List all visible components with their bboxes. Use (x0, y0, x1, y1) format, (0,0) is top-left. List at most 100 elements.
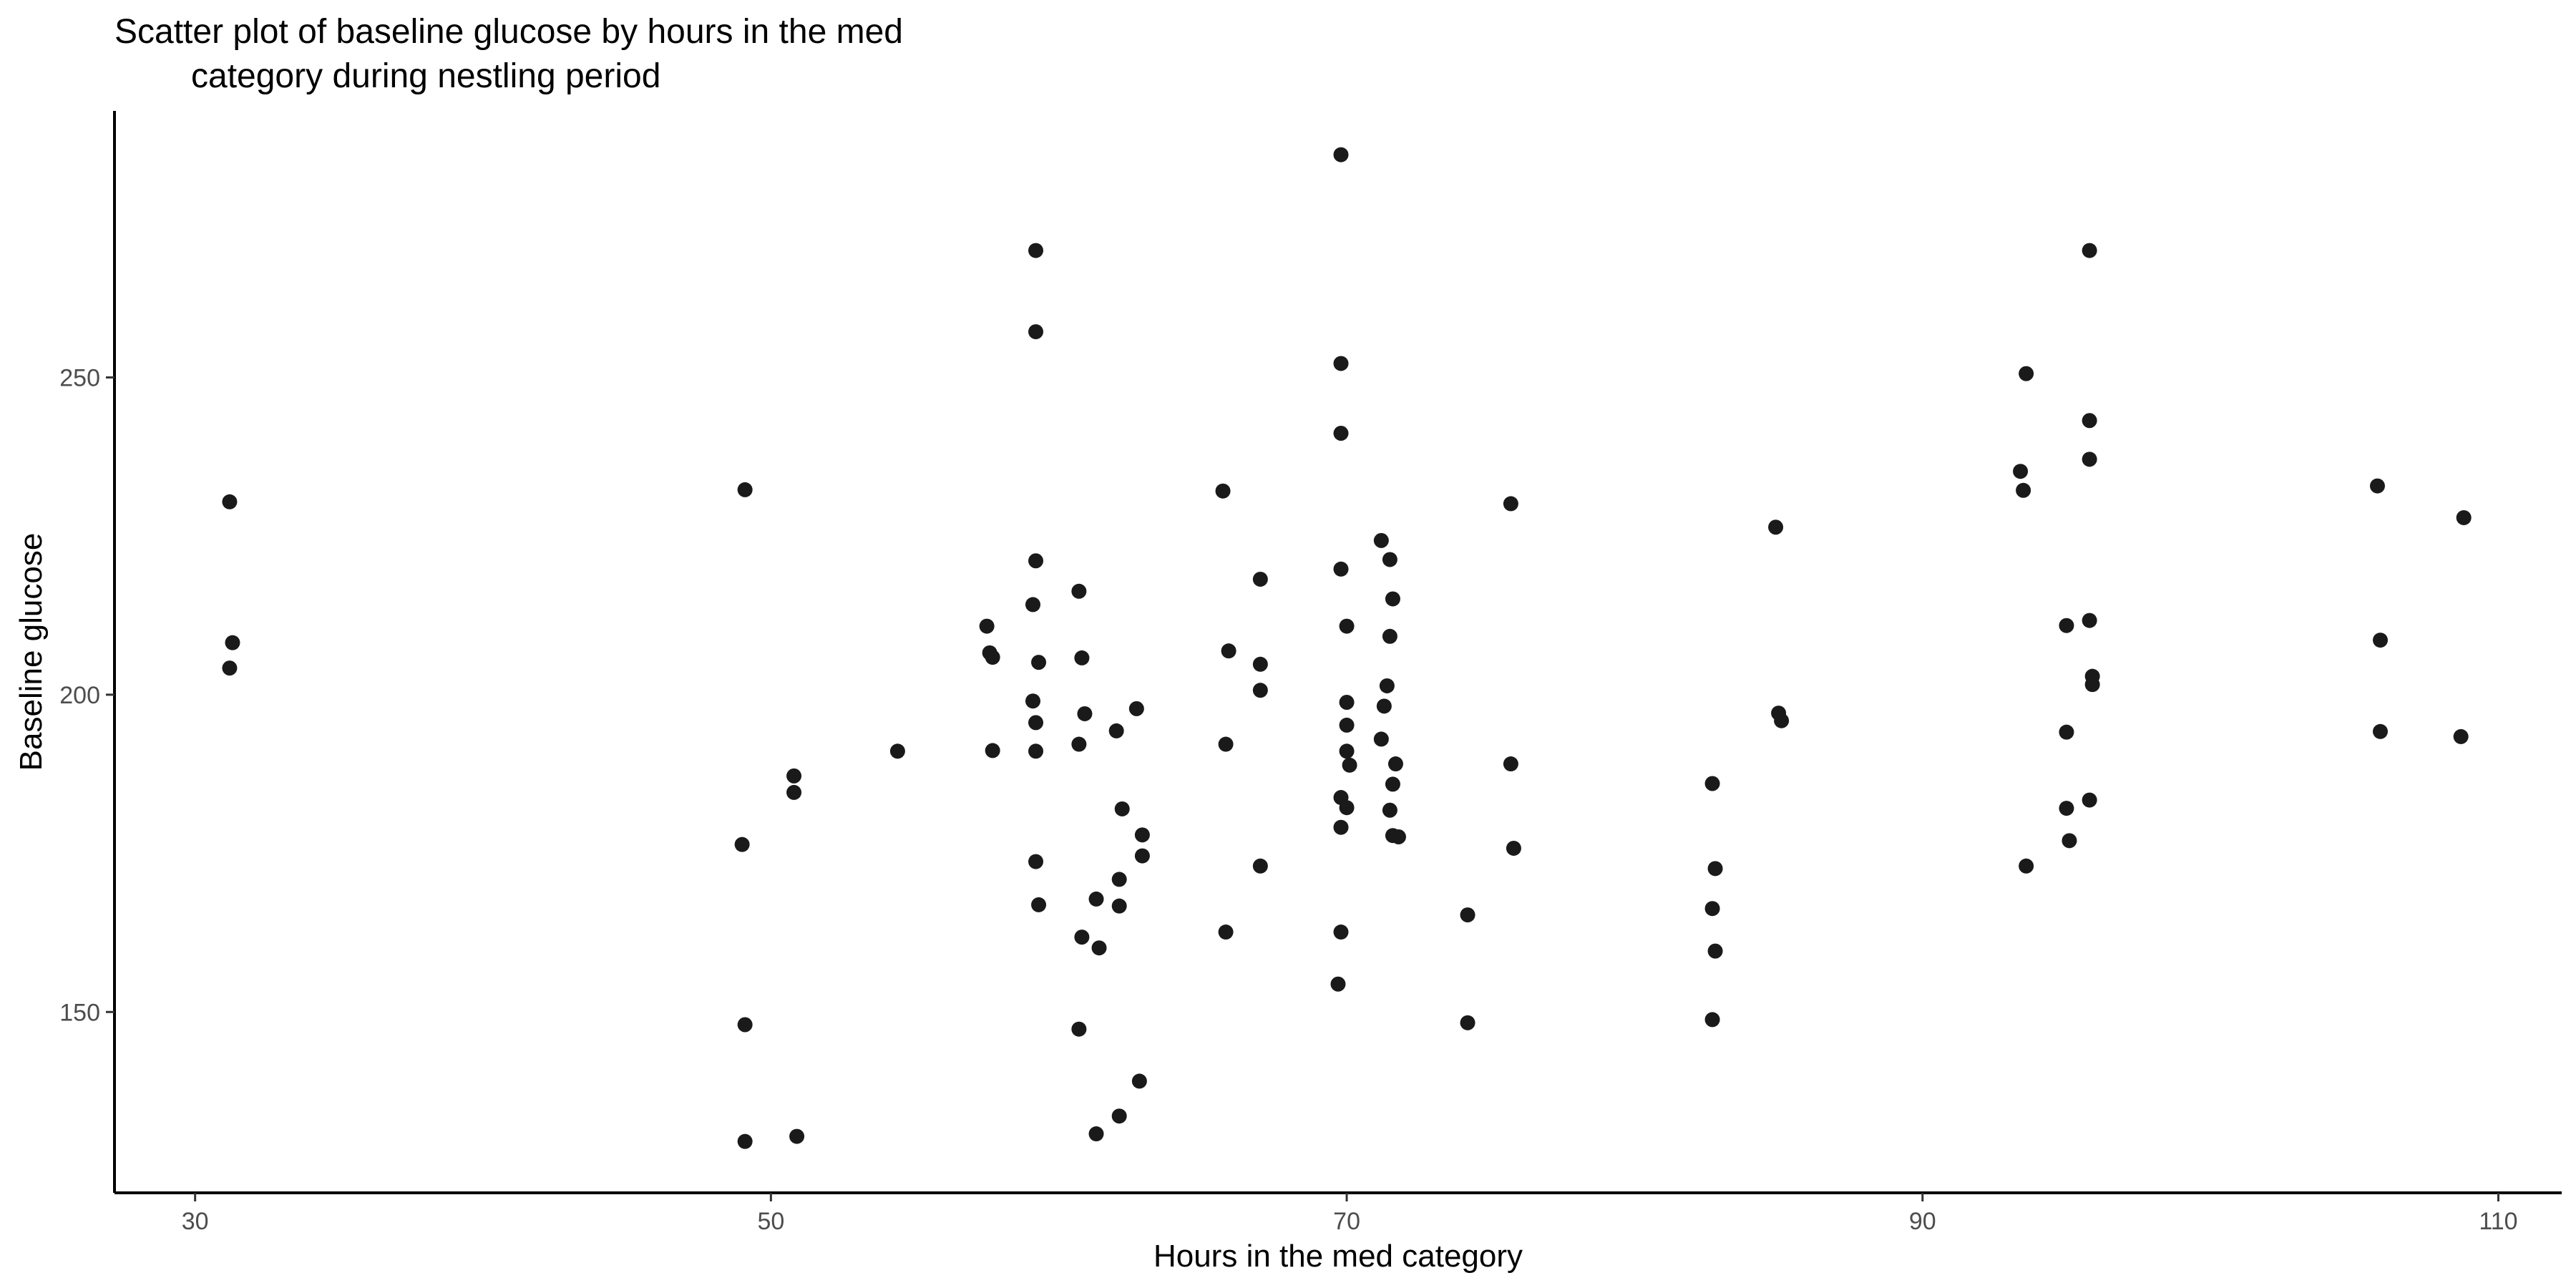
data-point (2059, 618, 2074, 633)
x-tick-label: 70 (1333, 1208, 1360, 1235)
data-point (1333, 819, 1349, 835)
data-point (985, 650, 1000, 665)
data-point (1704, 901, 1720, 917)
data-point (1385, 776, 1400, 792)
data-point (1373, 532, 1389, 548)
data-point (1071, 1021, 1087, 1037)
data-point (2019, 858, 2034, 874)
data-point (1091, 940, 1107, 956)
data-point (1025, 693, 1041, 709)
data-point (2059, 724, 2074, 740)
data-point (1128, 701, 1144, 716)
data-point (222, 660, 238, 676)
data-point (1390, 829, 1406, 845)
data-point (2059, 801, 2074, 816)
x-axis-title: Hours in the med category (1153, 1239, 1523, 1274)
data-point (1111, 1108, 1127, 1124)
data-point (2082, 452, 2097, 467)
data-point (1074, 650, 1090, 665)
data-point (2453, 728, 2469, 744)
data-point (1074, 930, 1090, 945)
data-point (1028, 243, 1044, 258)
data-point (225, 635, 240, 650)
data-point (2373, 633, 2389, 648)
data-point (737, 482, 753, 497)
data-point (985, 743, 1000, 758)
data-point (1028, 324, 1044, 340)
data-point (786, 784, 802, 800)
data-point (1774, 713, 1790, 728)
data-point (2082, 792, 2097, 808)
data-point (1111, 872, 1127, 887)
data-point (2082, 613, 2097, 628)
data-point (1071, 736, 1087, 752)
data-point (1252, 858, 1268, 874)
data-point (1218, 736, 1234, 752)
data-point (1503, 496, 1518, 512)
data-point (1339, 717, 1355, 733)
data-point (1028, 743, 1044, 759)
data-point (2013, 464, 2029, 479)
data-point (1111, 898, 1127, 914)
data-point (1460, 1015, 1475, 1030)
data-point (1707, 861, 1723, 877)
data-point (789, 1128, 805, 1144)
data-point (1339, 800, 1355, 816)
data-point (737, 1017, 753, 1033)
data-point (2062, 833, 2077, 849)
data-point (1134, 827, 1150, 843)
data-point (1339, 743, 1355, 759)
data-point (1333, 924, 1349, 940)
data-point (1215, 483, 1231, 499)
data-point (1031, 897, 1047, 912)
data-point (1114, 801, 1130, 816)
data-point (737, 1133, 753, 1149)
data-point (1387, 756, 1403, 772)
data-point (1376, 698, 1392, 714)
data-point (1339, 695, 1355, 711)
data-point (1768, 519, 1784, 535)
data-point (889, 743, 905, 759)
data-point (1460, 907, 1475, 923)
chart-title-line-2: category during nestling period (191, 57, 661, 95)
x-tick-label: 90 (1909, 1208, 1936, 1235)
data-point (1252, 571, 1268, 587)
data-point (2369, 478, 2385, 494)
data-point (1025, 597, 1041, 613)
data-point (1218, 924, 1234, 940)
data-point (1077, 706, 1093, 721)
axis-ticks: 30 50 70 90 110 150 200 250 (59, 364, 2517, 1235)
y-tick-label: 150 (59, 999, 100, 1026)
data-point (1108, 723, 1124, 738)
data-point (1339, 618, 1355, 634)
data-point (734, 836, 750, 852)
y-tick-label: 250 (59, 364, 100, 391)
data-point (1088, 1126, 1104, 1142)
data-point (786, 768, 802, 784)
data-point (1342, 757, 1357, 773)
data-point (979, 618, 995, 634)
data-point (2084, 677, 2100, 693)
data-point (1382, 552, 1397, 567)
data-point (1131, 1073, 1147, 1089)
data-points (222, 147, 2472, 1149)
data-point (1333, 147, 1349, 162)
chart-title-line-1: Scatter plot of baseline glucose by hour… (114, 13, 903, 51)
data-point (1330, 976, 1346, 992)
data-point (1379, 678, 1395, 693)
data-point (1028, 553, 1044, 569)
data-point (1252, 656, 1268, 672)
data-point (2373, 723, 2389, 739)
data-point (1373, 731, 1389, 747)
data-point (2016, 482, 2031, 498)
data-point (1382, 802, 1397, 818)
data-point (1333, 561, 1349, 577)
data-point (2082, 243, 2097, 258)
data-point (1252, 683, 1268, 698)
x-tick-label: 110 (2479, 1208, 2517, 1235)
data-point (2082, 413, 2097, 429)
x-tick-label: 30 (182, 1208, 209, 1235)
chart-title: Scatter plot of baseline glucose by hour… (114, 10, 903, 99)
x-tick-label: 50 (757, 1208, 784, 1235)
